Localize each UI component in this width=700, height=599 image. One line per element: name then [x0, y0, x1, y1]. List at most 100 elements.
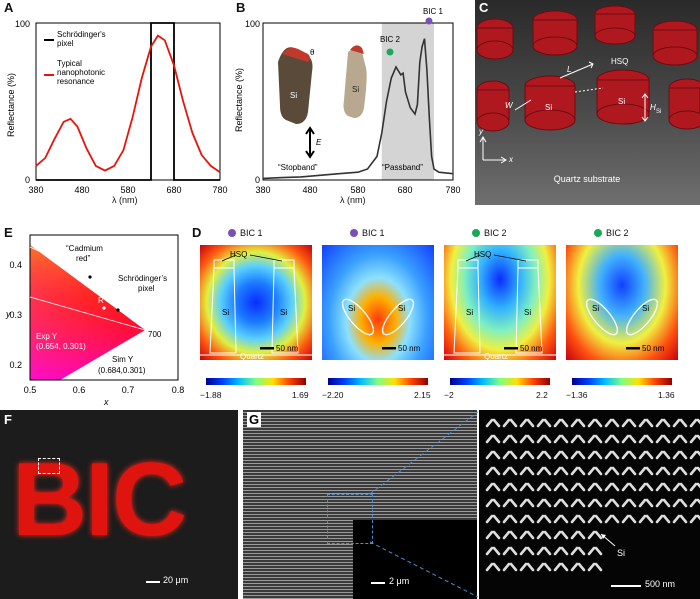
c-L: L	[567, 65, 571, 74]
d-field-map-3: Si Si 50 nm	[566, 245, 678, 360]
theta-label: θ	[310, 48, 315, 57]
dimer-r	[679, 482, 688, 492]
dimer-r	[526, 450, 535, 460]
dimer-l	[587, 498, 596, 508]
e-R: R	[98, 296, 104, 305]
dimer-r	[560, 562, 569, 572]
dimer-r	[645, 466, 654, 476]
exp-point	[102, 306, 106, 310]
d-map-0-text-4: 50 nm	[276, 344, 299, 353]
dimer-l	[536, 562, 545, 572]
e-cad-1: “Cadmium	[66, 244, 103, 253]
dimer-r	[543, 530, 552, 540]
dimer-l	[672, 482, 681, 492]
panel-b-xtick-480: 480	[302, 185, 317, 195]
d-map-0-dot	[228, 229, 236, 237]
dimer-r	[696, 498, 700, 505]
dimer-r	[526, 418, 535, 428]
dimer-l	[638, 466, 647, 476]
dimer-r	[628, 418, 637, 428]
panel-g-left-image: G 2 μm	[243, 410, 477, 599]
dimer-l	[587, 546, 596, 556]
dimer-l	[604, 466, 613, 476]
dimer-r	[577, 434, 586, 444]
dimer-l	[621, 514, 630, 524]
e-ytick-02: 0.2	[9, 360, 22, 370]
dimer-r	[662, 498, 671, 508]
dimer-r	[543, 514, 552, 524]
dimer-r	[543, 562, 552, 572]
dimer-l	[587, 482, 596, 492]
d-field-map-1: Si Si 50 nm	[322, 245, 434, 360]
dimer-l	[587, 450, 596, 460]
dimer-l	[587, 434, 596, 444]
dimer-r	[543, 434, 552, 444]
dimer-r	[509, 418, 518, 428]
dimer-l	[553, 434, 562, 444]
dimer-l	[502, 482, 511, 492]
dimer-r	[611, 466, 620, 476]
dimer-r	[526, 466, 535, 476]
d-colorbar-1	[328, 378, 428, 385]
e-schro-1: Schrödinger’s	[118, 274, 167, 283]
dimer-l	[672, 434, 681, 444]
dimer-l	[536, 418, 545, 428]
dimer-l	[502, 418, 511, 428]
dimer-l	[485, 546, 494, 556]
panel-a-xtick-780: 780	[212, 185, 227, 195]
dimer-l	[485, 498, 494, 508]
dimer-l	[553, 514, 562, 524]
dimer-r	[509, 498, 518, 508]
panel-a-axes: Reflectance (%) 100 0 380 480 580 680 78…	[6, 19, 228, 195]
dimer-r	[611, 482, 620, 492]
sim-point	[116, 308, 120, 312]
dimer-r	[577, 514, 586, 524]
dimer-l	[519, 498, 528, 508]
dimer-r	[594, 562, 603, 572]
dimer-r	[594, 434, 603, 444]
dimer-r	[594, 482, 603, 492]
dimer-l	[604, 434, 613, 444]
axes-xy	[479, 136, 507, 164]
d-map-3-header: BIC 2	[594, 228, 629, 238]
dimer-left-si: Si	[290, 91, 297, 100]
panel-a-xtick-380: 380	[28, 185, 43, 195]
dimer-r	[526, 546, 535, 556]
dimer-r	[645, 514, 654, 524]
dimer-r	[645, 434, 654, 444]
dimer-r	[492, 450, 501, 460]
e-xtick-08: 0.8	[172, 385, 185, 395]
dimer-r	[645, 482, 654, 492]
dimer-l	[519, 562, 528, 572]
dimer-l	[536, 450, 545, 460]
dimer-l	[621, 418, 630, 428]
d-colorbar-0-min: −1.88	[200, 390, 222, 400]
dimer-r	[526, 562, 535, 572]
panel-f-image: F BIC 20 μm	[0, 410, 238, 599]
dimer-l	[655, 434, 664, 444]
panel-b-letter: B	[236, 0, 246, 15]
dimer-r	[628, 466, 637, 476]
dimer-l	[536, 482, 545, 492]
panel-b-inset: Si Si θ E	[278, 45, 367, 159]
d-map-2-text-2: HSQ	[474, 250, 491, 259]
efield-arrow	[305, 126, 315, 159]
dimer-l	[553, 530, 562, 540]
dimer-l	[570, 434, 579, 444]
dimer-right	[343, 49, 367, 118]
dimer-r	[509, 546, 518, 556]
dimer-l	[485, 530, 494, 540]
dimer-l	[604, 498, 613, 508]
d-map-2-title: BIC 2	[484, 228, 507, 238]
dimer-l	[553, 562, 562, 572]
panel-c-letter: C	[479, 0, 489, 15]
d-map-2-dot	[472, 229, 480, 237]
dimer-l	[655, 498, 664, 508]
dimer-r	[543, 498, 552, 508]
dimer-l	[672, 514, 681, 524]
panel-b-chart: Reflectance (%) 100 0 380 480 580 680 78…	[234, 7, 461, 195]
dimer-l	[638, 498, 647, 508]
panel-b-xtick-580: 580	[350, 185, 365, 195]
panel-e-letter: E	[4, 225, 13, 240]
stopband-label: “Stopband”	[278, 163, 318, 172]
